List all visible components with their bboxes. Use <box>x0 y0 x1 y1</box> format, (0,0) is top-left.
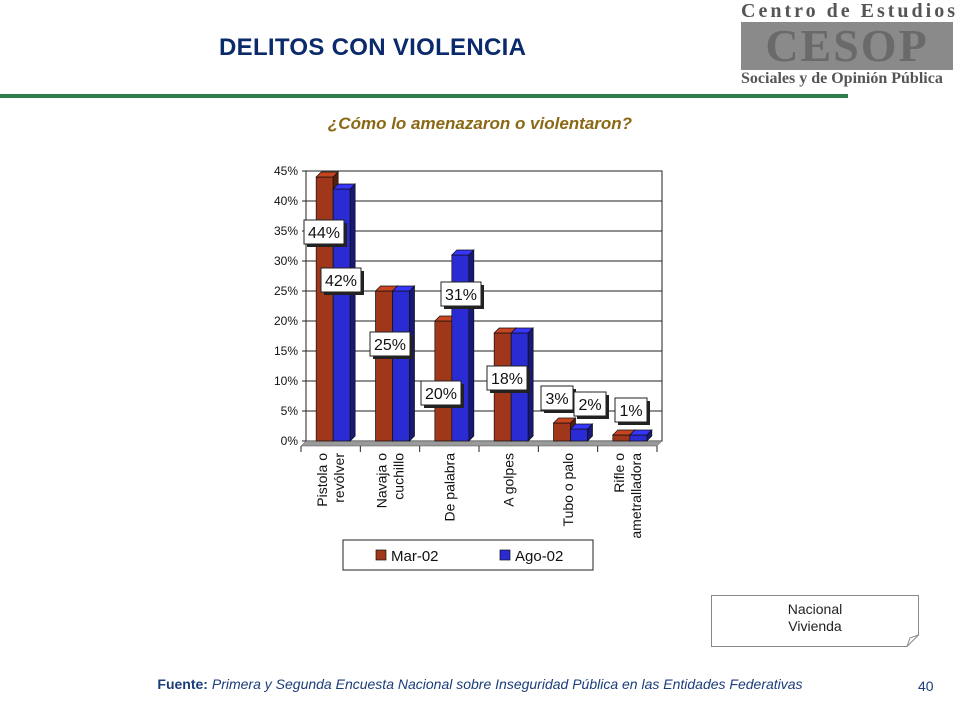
note-box: Nacional Vivienda <box>711 595 919 647</box>
x-tick-label-line: De palabra <box>441 453 457 522</box>
logo-bottom-text: Sociales y de Opinión Pública <box>741 70 943 87</box>
bar-side-face <box>349 183 356 442</box>
bar-mar-02 <box>553 422 571 442</box>
data-label-box <box>614 397 648 423</box>
logo-mark: CESOP <box>741 22 953 70</box>
note-line-1: Nacional <box>787 601 843 617</box>
bar-ago-02 <box>392 290 410 442</box>
data-label-box <box>440 281 482 307</box>
x-tick-label-line: Pistola o <box>314 453 330 507</box>
legend-swatch <box>499 549 511 561</box>
legend-label: Mar-02 <box>391 548 439 565</box>
x-tick-label-line: Navaja o <box>374 453 390 508</box>
data-label-box <box>486 365 528 391</box>
y-tick-label: 40% <box>274 194 298 208</box>
y-tick-label: 30% <box>274 254 298 268</box>
x-tick-label: Rifle o ametralladora <box>611 453 644 539</box>
data-label: 25% <box>374 337 406 354</box>
bar-mar-02 <box>375 290 393 442</box>
x-tick-label-line: Rifle o <box>611 453 627 493</box>
note-line-2: Vivienda <box>788 618 842 634</box>
data-label: 44% <box>308 225 340 242</box>
bar-side-face <box>646 429 653 442</box>
x-tick-label: Pistola o revólver <box>314 453 347 507</box>
bar-mar-02 <box>612 434 631 442</box>
x-tick-label-line: ametralladora <box>628 453 644 539</box>
source-text: Primera y Segunda Encuesta Nacional sobr… <box>211 676 803 692</box>
cesop-logo: Centro de Estudios CESOP Sociales y de O… <box>735 0 960 98</box>
chart-floor <box>300 440 663 447</box>
data-label: 42% <box>325 273 357 290</box>
y-tick-label: 20% <box>274 314 298 328</box>
x-tick-label: Tubo o palo <box>560 453 576 527</box>
data-label-box <box>320 267 362 293</box>
note-text: Nacional Vivienda <box>711 601 919 635</box>
data-label: 20% <box>425 386 457 403</box>
y-tick-label: 35% <box>274 224 298 238</box>
page-title: DELITOS CON VIOLENCIA <box>219 34 527 61</box>
logo-top-text: Centro de Estudios <box>741 0 958 22</box>
y-tick-label: 45% <box>274 164 298 178</box>
data-label-box <box>540 385 574 411</box>
data-label: 3% <box>545 391 568 408</box>
chart-title: ¿Cómo lo amenazaron o violentaron? <box>327 114 633 133</box>
page-number: 40 <box>918 678 934 694</box>
data-label-box <box>369 331 411 357</box>
bar-ago-02 <box>570 428 588 442</box>
y-tick-label: 0% <box>281 434 299 448</box>
x-tick-label-line: A golpes <box>501 453 517 507</box>
x-tick-label: De palabra <box>441 453 457 522</box>
data-label: 2% <box>578 397 601 414</box>
data-label-box <box>573 391 607 417</box>
logo-mark-text: CESOP <box>765 20 929 71</box>
bar-mar-02 <box>315 176 334 442</box>
x-tick-label-line: revólver <box>331 453 347 503</box>
source-note: Fuente: Primera y Segunda Encuesta Nacio… <box>0 676 960 692</box>
source-label: Fuente: <box>157 676 208 692</box>
x-tick-label: A golpes <box>501 453 517 507</box>
y-tick-label: 5% <box>281 404 299 418</box>
legend-swatch <box>375 549 387 561</box>
title-divider <box>0 94 848 98</box>
data-label-box <box>303 219 345 245</box>
bar-side-face <box>587 423 593 442</box>
note-box-frame <box>711 595 919 647</box>
data-label: 18% <box>491 371 523 388</box>
x-tick-label-line: Tubo o palo <box>560 453 576 527</box>
x-tick-label-line: cuchillo <box>391 453 407 500</box>
data-label: 1% <box>619 403 642 420</box>
data-label-box <box>420 380 462 406</box>
bar-side-face <box>527 327 534 442</box>
bar-side-face <box>409 285 415 442</box>
bar-side-face <box>468 249 475 442</box>
data-label: 31% <box>445 287 477 304</box>
legend-label: Ago-02 <box>515 548 563 565</box>
y-tick-label: 25% <box>274 284 298 298</box>
bar-ago-02 <box>629 434 648 442</box>
y-tick-label: 10% <box>274 374 298 388</box>
x-tick-label: Navaja o cuchillo <box>374 453 407 508</box>
y-tick-label: 15% <box>274 344 298 358</box>
